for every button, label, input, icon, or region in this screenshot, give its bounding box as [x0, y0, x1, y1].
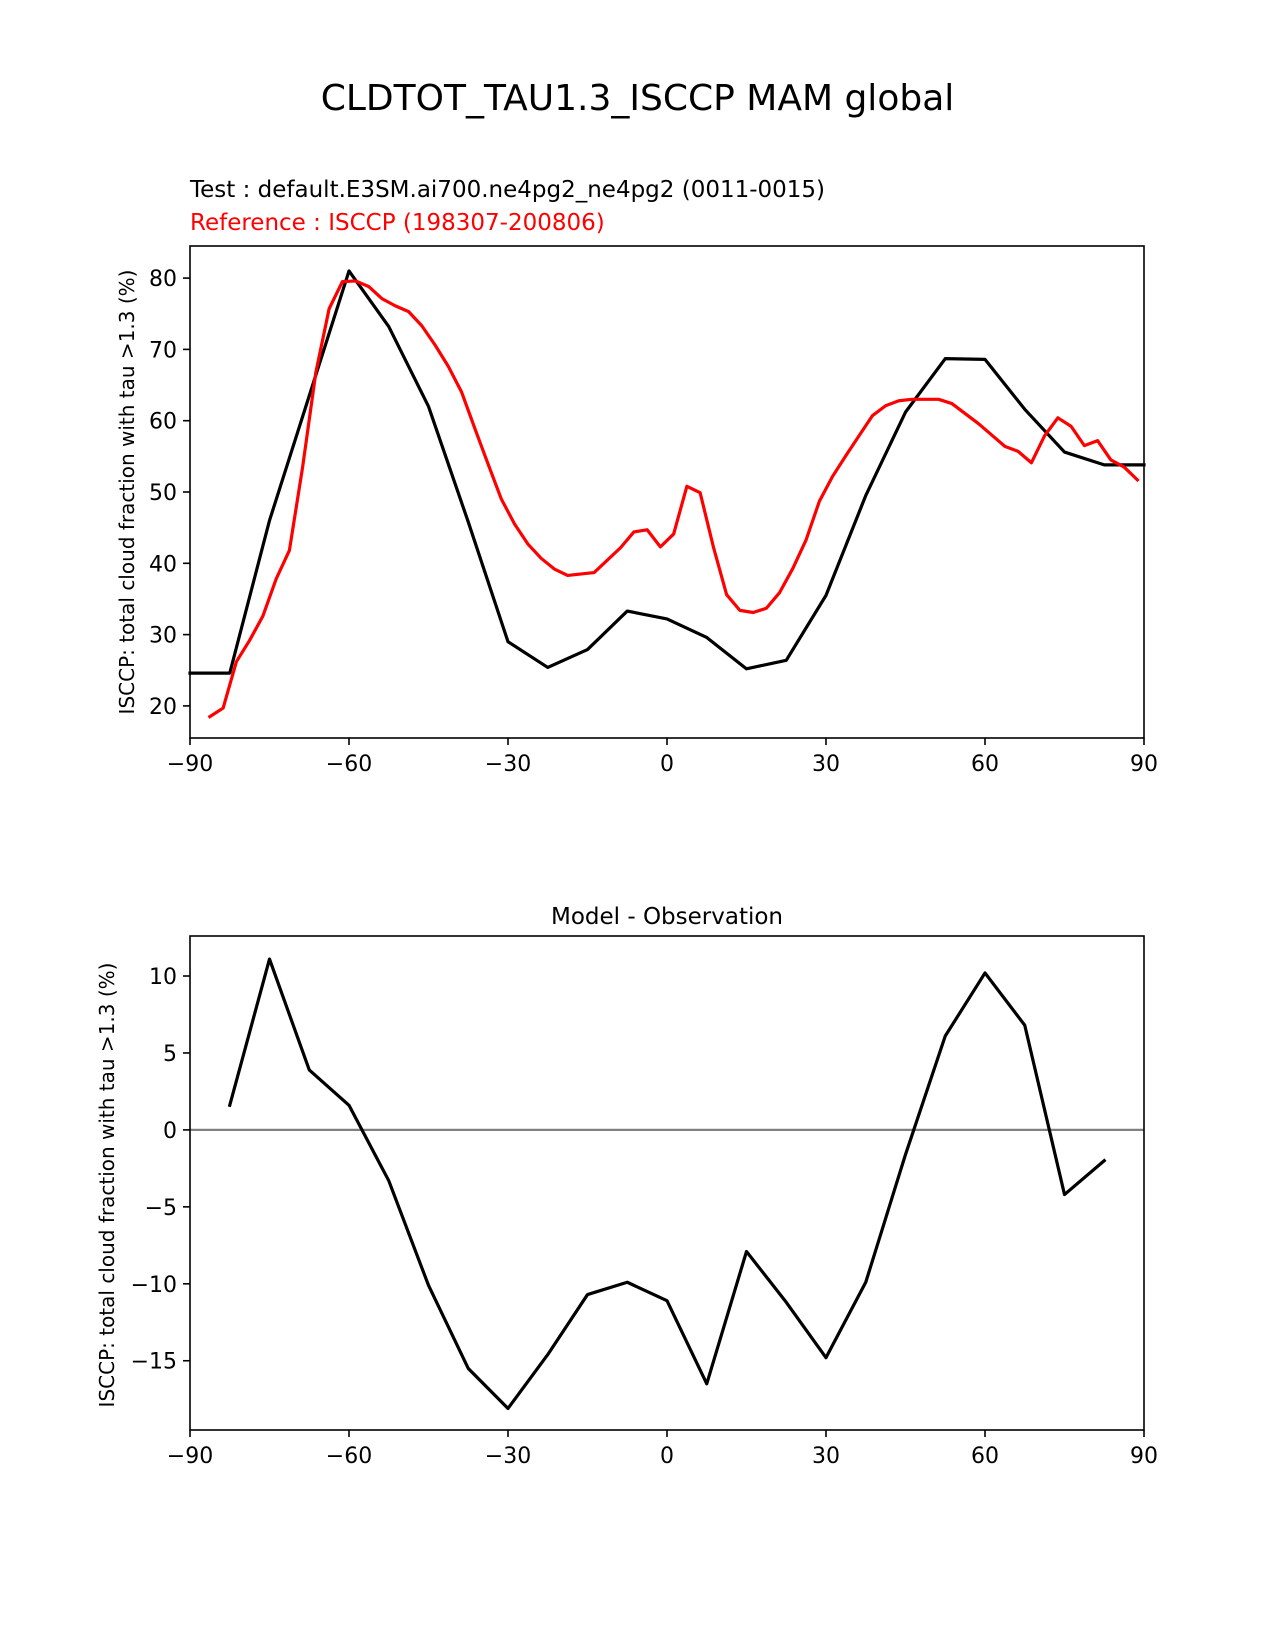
bottom-chart-title: Model - Observation [551, 904, 783, 930]
bottom-y-tick-label: 5 [163, 1042, 177, 1067]
top-x-tick-label: −90 [167, 752, 213, 777]
top-chart: Test : default.E3SM.ai700.ne4pg2_ne4pg2 … [115, 177, 1158, 777]
top-y-tick-label: 30 [149, 624, 177, 649]
top-series-reference-line [207, 279, 1140, 719]
top-y-axis-label: ISCCP: total cloud fraction with tau >1.… [115, 270, 139, 715]
bottom-x-tick-label: −60 [326, 1444, 372, 1469]
top-x-tick-label: 60 [971, 752, 999, 777]
top-y-tick-label: 80 [149, 267, 177, 292]
bottom-y-tick-label: −15 [131, 1350, 177, 1375]
top-x-tick-label: 0 [660, 752, 674, 777]
bottom-x-tick-label: −30 [485, 1444, 531, 1469]
top-x-tick-label: −60 [326, 752, 372, 777]
top-y-tick-label: 50 [149, 481, 177, 506]
top-y-tick-label: 60 [149, 410, 177, 435]
bottom-x-tick-label: −90 [167, 1444, 213, 1469]
bottom-series-diff-line [227, 957, 1107, 1411]
bottom-y-tick-label: −10 [131, 1273, 177, 1298]
bottom-x-tick-label: 60 [971, 1444, 999, 1469]
top-y-tick-label: 20 [149, 695, 177, 720]
bottom-y-tick-label: −5 [145, 1196, 177, 1221]
top-subtitle-test: Test : default.E3SM.ai700.ne4pg2_ne4pg2 … [189, 177, 825, 203]
bottom-y-tick-label: 0 [163, 1119, 177, 1144]
bottom-y-tick-label: 10 [149, 965, 177, 990]
top-x-tick-label: 30 [812, 752, 840, 777]
bottom-y-axis-label: ISCCP: total cloud fraction with tau >1.… [95, 963, 119, 1408]
bottom-x-tick-label: 90 [1130, 1444, 1158, 1469]
top-y-tick-label: 70 [149, 338, 177, 363]
bottom-x-tick-label: 30 [812, 1444, 840, 1469]
bottom-x-tick-label: 0 [660, 1444, 674, 1469]
top-x-tick-label: 90 [1130, 752, 1158, 777]
top-x-tick-label: −30 [485, 752, 531, 777]
bottom-chart: Model - Observation ISCCP: total cloud f… [95, 904, 1158, 1469]
top-series-test-line [188, 269, 1146, 675]
figure-title: CLDTOT_TAU1.3_ISCCP MAM global [321, 78, 955, 119]
top-y-tick-label: 40 [149, 552, 177, 577]
bottom-plot-frame [189, 935, 1145, 1431]
top-subtitle-reference: Reference : ISCCP (198307-200806) [190, 210, 605, 236]
